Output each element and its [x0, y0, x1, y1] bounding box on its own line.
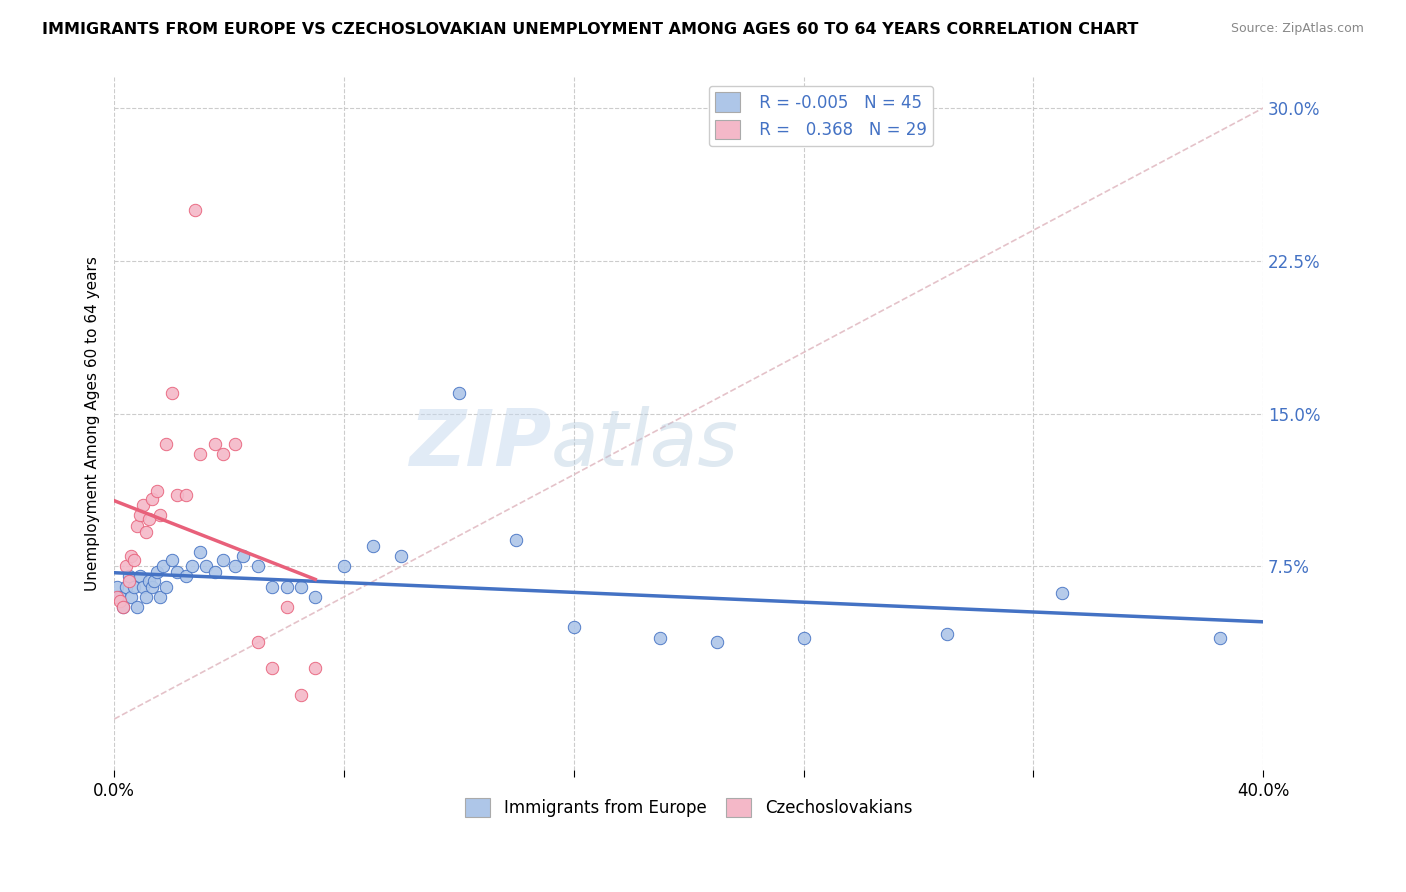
Point [204, 437, 226, 451]
Point [224, 559, 246, 574]
Point [127, 518, 149, 533]
Point [129, 508, 152, 523]
Point [132, 498, 155, 512]
Point [391, 549, 413, 563]
Point [290, 688, 312, 702]
Point [117, 569, 139, 583]
Point [127, 600, 149, 615]
Point [224, 437, 246, 451]
Point [138, 512, 160, 526]
Point [146, 566, 169, 580]
Legend: Immigrants from Europe, Czechoslovakians: Immigrants from Europe, Czechoslovakians [458, 791, 920, 824]
Point [706, 634, 728, 648]
Point [152, 559, 174, 574]
Point [124, 553, 146, 567]
Point [183, 202, 205, 217]
Point [793, 631, 815, 645]
Point [246, 559, 269, 574]
Point [1209, 631, 1232, 645]
Point [936, 626, 959, 640]
Point [174, 569, 197, 583]
Point [108, 594, 131, 608]
Point [648, 631, 671, 645]
Point [138, 574, 160, 588]
Point [143, 574, 166, 588]
Text: atlas: atlas [551, 407, 738, 483]
Point [1050, 586, 1073, 600]
Point [290, 580, 312, 594]
Point [105, 590, 128, 604]
Point [114, 559, 136, 574]
Point [135, 524, 157, 539]
Point [262, 580, 284, 594]
Point [111, 600, 134, 615]
Point [333, 559, 356, 574]
Point [114, 580, 136, 594]
Point [155, 437, 177, 451]
Point [204, 566, 226, 580]
Point [141, 492, 163, 507]
Point [149, 508, 172, 523]
Point [276, 600, 298, 615]
Point [190, 545, 212, 559]
Point [117, 574, 139, 588]
Text: Source: ZipAtlas.com: Source: ZipAtlas.com [1230, 22, 1364, 36]
Point [562, 620, 585, 634]
Point [129, 569, 152, 583]
Point [160, 386, 183, 401]
Text: IMMIGRANTS FROM EUROPE VS CZECHOSLOVAKIAN UNEMPLOYMENT AMONG AGES 60 TO 64 YEARS: IMMIGRANTS FROM EUROPE VS CZECHOSLOVAKIA… [42, 22, 1139, 37]
Point [212, 553, 235, 567]
Point [166, 566, 188, 580]
Point [246, 634, 269, 648]
Text: ZIP: ZIP [409, 407, 551, 483]
Point [174, 488, 197, 502]
Point [212, 447, 235, 461]
Y-axis label: Unemployment Among Ages 60 to 64 years: Unemployment Among Ages 60 to 64 years [86, 256, 100, 591]
Point [124, 580, 146, 594]
Point [149, 590, 172, 604]
Point [447, 386, 470, 401]
Point [195, 559, 218, 574]
Point [304, 661, 326, 675]
Point [361, 539, 384, 553]
Point [135, 590, 157, 604]
Point [120, 590, 142, 604]
Point [232, 549, 254, 563]
Point [180, 559, 202, 574]
Point [262, 661, 284, 675]
Point [132, 580, 155, 594]
Point [111, 600, 134, 615]
Point [105, 580, 128, 594]
Point [146, 483, 169, 498]
Point [141, 580, 163, 594]
Point [160, 553, 183, 567]
Point [155, 580, 177, 594]
Point [120, 549, 142, 563]
Point [190, 447, 212, 461]
Point [166, 488, 188, 502]
Point [276, 580, 298, 594]
Point [505, 533, 527, 547]
Point [108, 590, 131, 604]
Point [304, 590, 326, 604]
